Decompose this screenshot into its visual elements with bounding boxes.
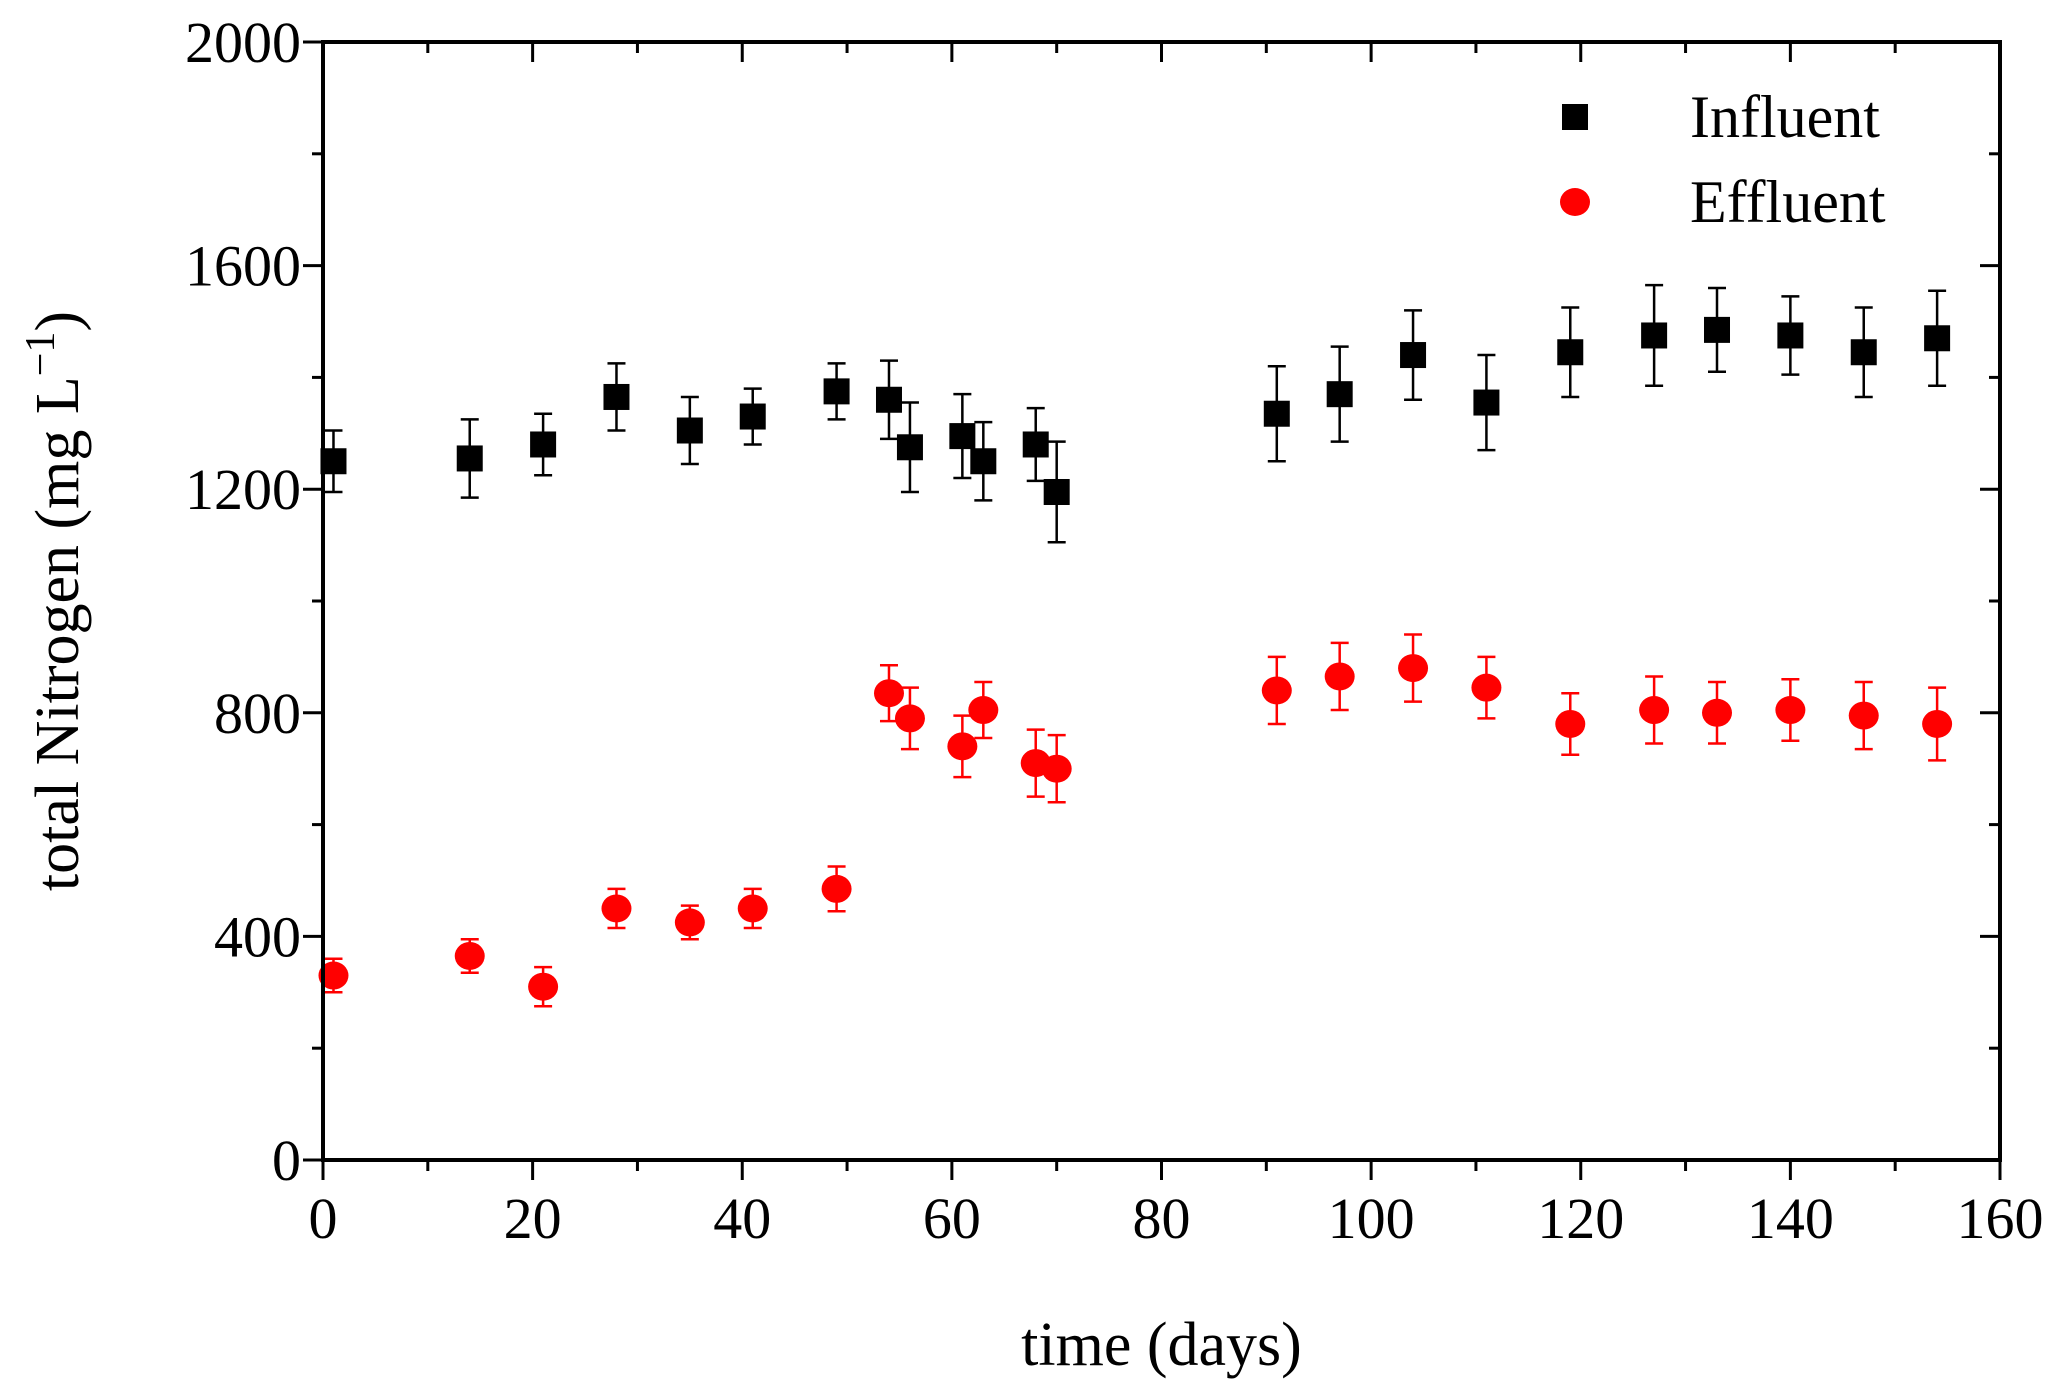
data-point-influent — [1263, 400, 1290, 427]
data-point-effluent — [1398, 654, 1429, 683]
data-point-influent — [1557, 339, 1584, 366]
series-effluent — [318, 633, 1953, 1008]
data-point-influent — [875, 386, 902, 413]
data-point-effluent — [968, 696, 999, 725]
data-point-influent — [456, 445, 483, 472]
legend-marker-influent — [1562, 104, 1588, 130]
series-influent — [320, 283, 1951, 544]
data-point-effluent — [1324, 662, 1355, 691]
y-axis-title-main: total Nitrogen (mg L — [24, 376, 92, 891]
data-point-effluent — [1471, 673, 1502, 702]
y-tick-label: 400 — [214, 904, 301, 969]
y-tick-label: 1600 — [185, 234, 301, 299]
y-axis-title-close: ) — [24, 311, 92, 332]
x-tick-label: 60 — [923, 1186, 981, 1251]
data-point-effluent — [1639, 696, 1670, 725]
x-tick-label: 40 — [713, 1186, 771, 1251]
data-point-effluent — [1555, 709, 1586, 738]
legend-label-influent: Influent — [1690, 84, 1880, 150]
data-point-influent — [896, 434, 923, 461]
data-point-effluent — [1922, 709, 1953, 738]
data-point-influent — [1641, 322, 1668, 349]
data-point-effluent — [947, 732, 978, 761]
data-point-effluent — [1041, 754, 1072, 783]
axis-ticks — [303, 40, 2002, 1180]
plot-series-layer — [318, 283, 1953, 1008]
data-point-effluent — [1702, 698, 1733, 727]
data-point-effluent — [528, 972, 559, 1001]
data-point-influent — [1473, 389, 1500, 416]
data-point-influent — [739, 403, 766, 430]
data-point-influent — [1022, 431, 1049, 458]
data-point-effluent — [318, 961, 349, 990]
data-point-influent — [1924, 325, 1951, 352]
y-axis-title-superscript: −1 — [18, 332, 64, 377]
x-tick-label: 20 — [504, 1186, 562, 1251]
y-tick-label: 1200 — [185, 457, 301, 522]
data-point-influent — [1850, 339, 1877, 366]
legend-label-effluent: Effluent — [1690, 169, 1886, 235]
x-tick-label: 0 — [309, 1186, 338, 1251]
y-tick-label: 0 — [272, 1128, 301, 1193]
data-point-influent — [676, 417, 703, 444]
data-point-effluent — [674, 908, 705, 937]
legend: Influent Effluent — [1560, 84, 1886, 235]
y-tick-label: 2000 — [185, 10, 301, 75]
legend-marker-effluent — [1560, 188, 1590, 216]
data-point-influent — [530, 431, 557, 458]
data-point-effluent — [1775, 696, 1806, 725]
data-point-effluent — [737, 894, 768, 923]
x-tick-label: 80 — [1133, 1186, 1191, 1251]
y-tick-label: 800 — [214, 681, 301, 746]
x-tick-label: 140 — [1747, 1186, 1834, 1251]
x-tick-label: 120 — [1537, 1186, 1624, 1251]
data-point-influent — [603, 383, 630, 410]
y-axis-title: total Nitrogen (mg L−1) — [18, 311, 92, 891]
data-point-effluent — [1848, 701, 1879, 730]
data-point-influent — [970, 448, 997, 475]
data-point-influent — [1326, 381, 1353, 408]
data-point-influent — [949, 423, 976, 450]
data-point-effluent — [454, 941, 485, 970]
data-point-effluent — [1261, 676, 1292, 705]
data-point-effluent — [873, 679, 904, 708]
data-point-influent — [1043, 478, 1070, 505]
data-point-effluent — [894, 704, 925, 733]
data-point-effluent — [821, 874, 852, 903]
data-point-influent — [1777, 322, 1804, 349]
data-point-effluent — [601, 894, 632, 923]
x-tick-label: 160 — [1957, 1186, 2044, 1251]
data-point-influent — [1400, 342, 1427, 369]
data-point-influent — [823, 378, 850, 405]
x-axis-title: time (days) — [1021, 1311, 1302, 1379]
x-tick-label: 100 — [1328, 1186, 1415, 1251]
data-point-influent — [1704, 316, 1731, 343]
